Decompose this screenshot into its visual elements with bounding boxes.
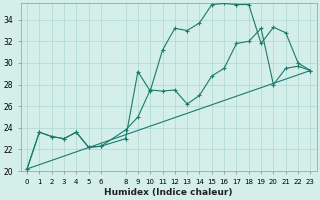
X-axis label: Humidex (Indice chaleur): Humidex (Indice chaleur): [104, 188, 233, 197]
